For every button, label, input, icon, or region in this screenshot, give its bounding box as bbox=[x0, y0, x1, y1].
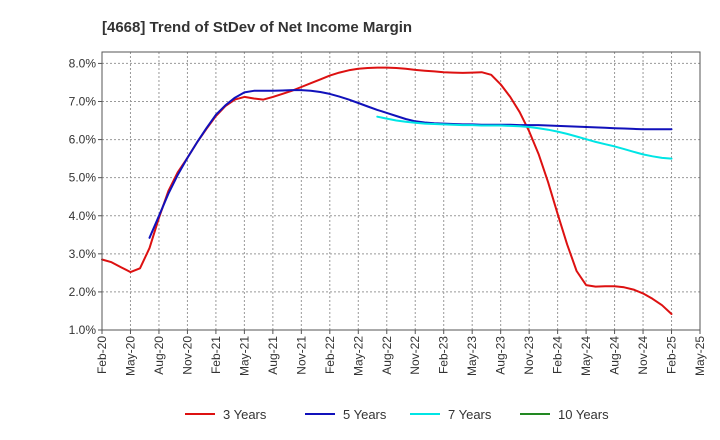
x-tick-label: Feb-20 bbox=[95, 336, 109, 374]
chart-title: [4668] Trend of StDev of Net Income Marg… bbox=[102, 19, 412, 36]
x-tick-label: Feb-23 bbox=[437, 336, 451, 374]
x-tick-label: Feb-21 bbox=[209, 336, 223, 374]
y-tick-label: 3.0% bbox=[69, 247, 97, 261]
x-tick-label: Aug-24 bbox=[608, 336, 622, 375]
legend-label-7-years: 7 Years bbox=[448, 407, 492, 422]
x-tick-label: Feb-22 bbox=[323, 336, 337, 374]
x-tick-label: Nov-20 bbox=[180, 336, 194, 375]
x-tick-label: Aug-21 bbox=[266, 336, 280, 375]
x-tick-label: May-24 bbox=[579, 336, 593, 376]
y-tick-label: 1.0% bbox=[69, 323, 97, 337]
series-line-7-years bbox=[376, 115, 673, 160]
legend-label-3-years: 3 Years bbox=[223, 407, 267, 422]
legend-label-5-years: 5 Years bbox=[343, 407, 387, 422]
x-tick-label: Feb-24 bbox=[551, 336, 565, 374]
series-line-5-years bbox=[148, 89, 673, 239]
x-tick-label: May-21 bbox=[237, 336, 251, 376]
x-tick-label: May-25 bbox=[693, 336, 707, 376]
y-tick-label: 4.0% bbox=[69, 209, 97, 223]
y-tick-label: 7.0% bbox=[69, 95, 97, 109]
series-lines bbox=[101, 66, 673, 315]
x-tick-label: Aug-23 bbox=[494, 336, 508, 375]
x-tick-label: Nov-21 bbox=[294, 336, 308, 375]
plot-area bbox=[102, 52, 700, 330]
x-tick-label: May-23 bbox=[465, 336, 479, 376]
x-tick-label: Nov-22 bbox=[408, 336, 422, 375]
x-tick-label: Feb-25 bbox=[665, 336, 679, 374]
legend: 3 Years 5 Years 7 Years 10 Years bbox=[185, 407, 609, 422]
x-tick-label: Nov-23 bbox=[522, 336, 536, 375]
y-tick-label: 5.0% bbox=[69, 171, 97, 185]
x-tick-label: May-22 bbox=[351, 336, 365, 376]
y-tick-label: 6.0% bbox=[69, 133, 97, 147]
x-tick-label: May-20 bbox=[123, 336, 137, 376]
x-tick-label: Aug-20 bbox=[152, 336, 166, 375]
x-tick-label: Aug-22 bbox=[380, 336, 394, 375]
y-tick-label: 8.0% bbox=[69, 56, 97, 70]
plot-frame bbox=[101, 51, 701, 331]
x-axis-ticks: Feb-20 May-20 Aug-20 Nov-20 Feb-21 May-21 Aug-… bbox=[95, 330, 707, 376]
y-tick-label: 2.0% bbox=[69, 285, 97, 299]
y-axis-ticks: 1.0% 2.0% 3.0% 4.0% 5.0% 6.0% 7.0% 8.0% bbox=[69, 56, 102, 337]
x-tick-label: Nov-24 bbox=[636, 336, 650, 375]
legend-label-10-years: 10 Years bbox=[558, 407, 609, 422]
